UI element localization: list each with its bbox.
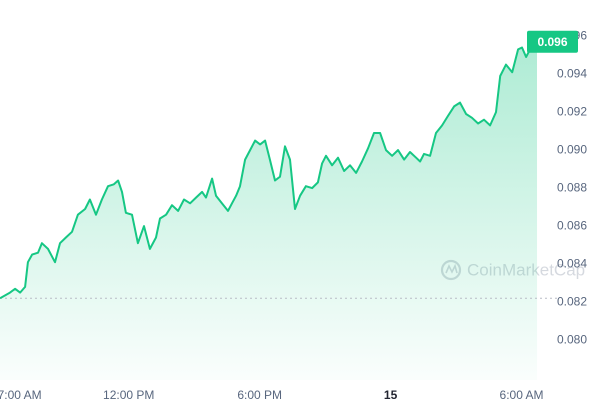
y-tick-label: 0.084 <box>557 256 587 270</box>
price-line <box>0 41 538 300</box>
current-price-label: 0.096 <box>537 35 567 49</box>
y-tick-label: 0.086 <box>557 218 587 232</box>
y-tick-label: 0.082 <box>557 294 587 308</box>
x-tick-label: 6:00 AM <box>500 388 544 402</box>
x-tick-label: 12:00 PM <box>103 388 154 402</box>
y-tick-label: 0.090 <box>557 142 587 156</box>
x-tick-label: 15 <box>384 388 398 402</box>
current-price-box <box>527 30 578 53</box>
y-tick-label: 0.092 <box>557 104 587 118</box>
x-tick-label: 6:00 PM <box>237 388 282 402</box>
area <box>0 41 538 381</box>
x-tick-label: 7:00 AM <box>0 388 42 402</box>
y-tick-label: 0.094 <box>557 66 587 80</box>
y-tick-label: 0.080 <box>557 332 587 346</box>
y-tick-label: 0.088 <box>557 180 587 194</box>
